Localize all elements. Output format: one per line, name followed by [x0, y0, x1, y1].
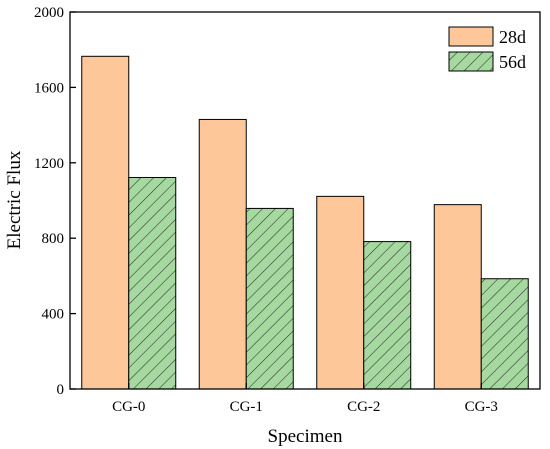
plot-frame	[69, 11, 541, 390]
legend-swatch-56d	[448, 51, 494, 72]
y-axis-label: Electric Flux	[4, 150, 25, 249]
bar-56d-CG-0	[128, 177, 177, 390]
y-tick-label: 1600	[34, 80, 64, 96]
bar-56d-CG-3	[480, 278, 529, 390]
y-tick-label: 400	[42, 307, 65, 323]
bar-28d-CG-0	[81, 55, 130, 390]
legend-label-28d: 28d	[499, 27, 526, 47]
legend-swatch-28d	[448, 26, 494, 47]
x-tick-label: CG-2	[347, 399, 380, 415]
bars-group	[81, 55, 529, 390]
x-tick-label: CG-3	[465, 399, 498, 415]
y-tick-label: 1200	[34, 156, 64, 172]
bar-28d-CG-2	[316, 195, 365, 390]
x-axis: CG-0 CG-1 CG-2 CG-3	[112, 383, 498, 415]
x-axis-label: Specimen	[268, 426, 343, 447]
legend-label-56d: 56d	[499, 52, 526, 72]
y-tick-label: 2000	[34, 5, 64, 21]
x-tick-label: CG-1	[230, 399, 263, 415]
y-tick-label: 0	[57, 382, 65, 398]
bar-56d-CG-1	[245, 207, 294, 390]
bar-28d-CG-3	[433, 204, 482, 390]
y-tick-label: 800	[42, 231, 65, 247]
bar-56d-CG-2	[363, 241, 412, 390]
bar-28d-CG-1	[198, 118, 247, 390]
x-tick-label: CG-0	[112, 399, 145, 415]
